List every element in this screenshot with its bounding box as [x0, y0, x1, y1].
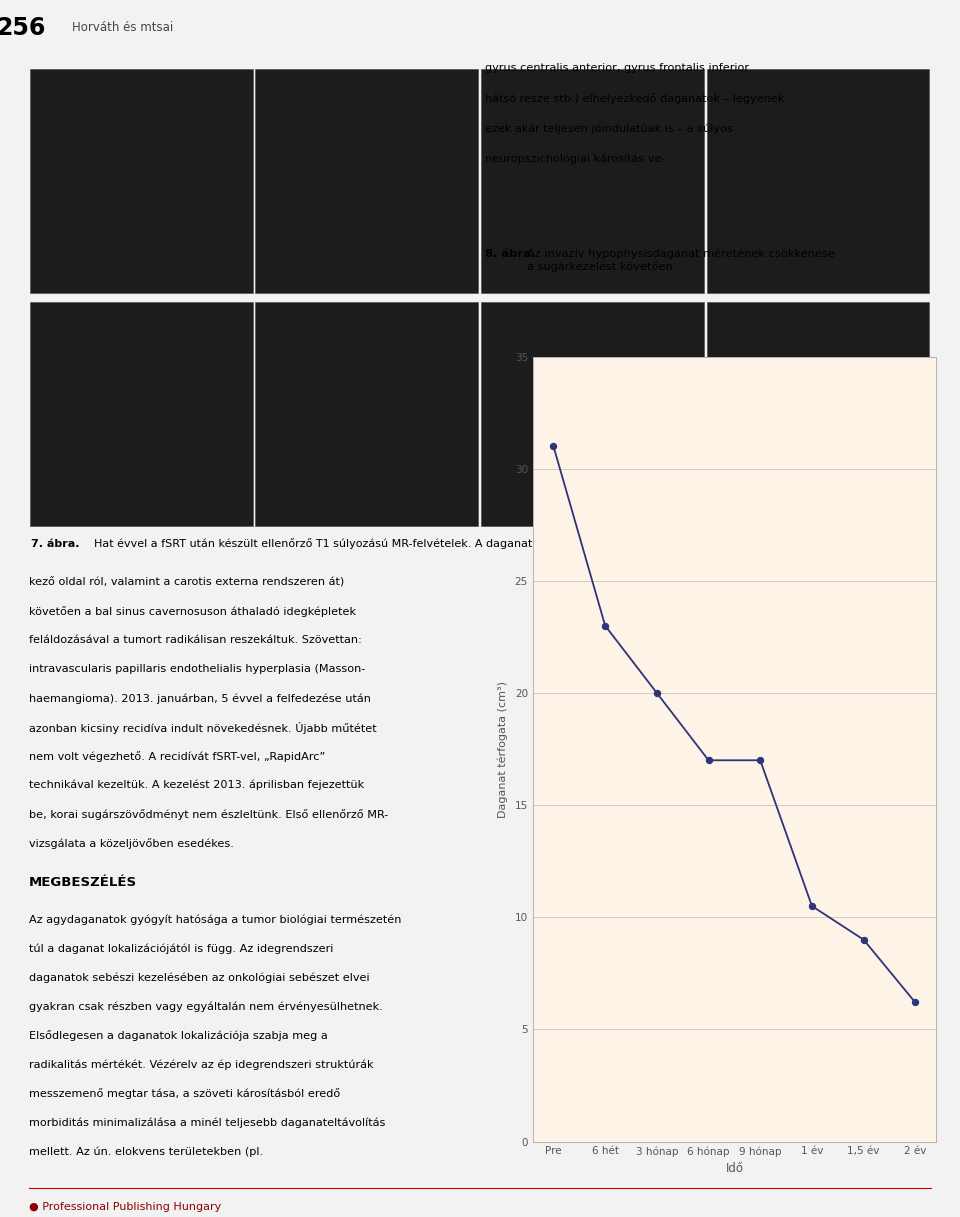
- Bar: [255, 69, 478, 293]
- Text: feláldozásával a tumort radikálisan reszekáltuk. Szövettan:: feláldozásával a tumort radikálisan resz…: [29, 635, 362, 645]
- Text: vizsgálata a közeljövőben esedékes.: vizsgálata a közeljövőben esedékes.: [29, 837, 233, 848]
- Text: hátsó része stb.) elhelyezkedő daganatok – legyenek: hátsó része stb.) elhelyezkedő daganatok…: [485, 92, 784, 103]
- Text: daganatok sebészi kezelésében az onkológiai sebészet elvei: daganatok sebészi kezelésében az onkológ…: [29, 972, 370, 983]
- Bar: [481, 302, 704, 526]
- Text: 7. ábra.: 7. ábra.: [31, 538, 79, 549]
- Text: 8. ábra.: 8. ábra.: [485, 249, 535, 259]
- Text: gyakran csak részben vagy egyáltalán nem érvényesülhetnek.: gyakran csak részben vagy egyáltalán nem…: [29, 1002, 382, 1013]
- Bar: [707, 69, 929, 293]
- Text: mellett. Az ún. elokvens területekben (pl.: mellett. Az ún. elokvens területekben (p…: [29, 1146, 263, 1156]
- Text: gyrus centralis anterior, gyrus frontalis inferior: gyrus centralis anterior, gyrus frontali…: [485, 63, 749, 73]
- Text: kező oldal ról, valamint a carotis externa rendszeren át): kező oldal ról, valamint a carotis exter…: [29, 577, 344, 588]
- Text: 256: 256: [0, 16, 46, 40]
- Text: túl a daganat lokalizációjától is függ. Az idegrendszeri: túl a daganat lokalizációjától is függ. …: [29, 943, 333, 954]
- Bar: [30, 302, 252, 526]
- Text: Elsődlegesen a daganatok lokalizációja szabja meg a: Elsődlegesen a daganatok lokalizációja s…: [29, 1031, 327, 1042]
- Text: Hat évvel a fSRT után készült ellenőrző T1 súlyozású MR-felvételek. A daganat te: Hat évvel a fSRT után készült ellenőrző …: [94, 538, 736, 550]
- Bar: [707, 302, 929, 526]
- Text: technikával kezeltük. A kezelést 2013. áprilisban fejezettük: technikával kezeltük. A kezelést 2013. á…: [29, 780, 364, 790]
- Text: Horváth és mtsai: Horváth és mtsai: [72, 22, 173, 34]
- Text: ● Professional Publishing Hungary: ● Professional Publishing Hungary: [29, 1201, 221, 1212]
- Text: nem volt végezhető. A recidívát fSRT-vel, „RapidArc”: nem volt végezhető. A recidívát fSRT-vel…: [29, 751, 325, 762]
- Text: ezek akár teljesen jóindulatúak is – a súlyos: ezek akár teljesen jóindulatúak is – a s…: [485, 123, 732, 134]
- Text: morbiditás minimalizálása a minél teljesebb daganateltávolítás: morbiditás minimalizálása a minél teljes…: [29, 1117, 385, 1128]
- Y-axis label: Daganat térfogata (cm³): Daganat térfogata (cm³): [497, 680, 508, 818]
- X-axis label: Idő: Idő: [726, 1162, 743, 1176]
- Text: azonban kicsiny recidíva indult növekedésnek. Újabb műtétet: azonban kicsiny recidíva indult növekedé…: [29, 722, 376, 734]
- Bar: [481, 69, 704, 293]
- Text: messzemenő megtar tása, a szöveti károsításból eredő: messzemenő megtar tása, a szöveti károsí…: [29, 1088, 340, 1099]
- Text: radikalitás mértékét. Vézérelv az ép idegrendszeri struktúrák: radikalitás mértékét. Vézérelv az ép ide…: [29, 1059, 373, 1070]
- Text: Az invazív hypophysisdaganat méretének csökkenése
a sugárkezelést követően: Az invazív hypophysisdaganat méretének c…: [527, 249, 835, 273]
- Bar: [30, 69, 252, 293]
- Text: Az agydaganatok gyógyít hatósága a tumor biológiai természetén: Az agydaganatok gyógyít hatósága a tumor…: [29, 915, 401, 925]
- Text: MEGBESZÉLÉS: MEGBESZÉLÉS: [29, 875, 137, 888]
- Text: neuropszichológiai károsítás ve-: neuropszichológiai károsítás ve-: [485, 153, 665, 164]
- Text: haemangioma). 2013. januárban, 5 évvel a felfedezése után: haemangioma). 2013. januárban, 5 évvel a…: [29, 692, 371, 703]
- Bar: [255, 302, 478, 526]
- Text: be, korai sugárszövődményt nem észleltünk. Első ellenőrző MR-: be, korai sugárszövődményt nem észleltün…: [29, 809, 388, 820]
- Text: követően a bal sinus cavernosuson áthaladó idegképletek: követően a bal sinus cavernosuson áthala…: [29, 606, 356, 617]
- Text: intravascularis papillaris endothelialis hyperplasia (Masson-: intravascularis papillaris endothelialis…: [29, 664, 365, 674]
